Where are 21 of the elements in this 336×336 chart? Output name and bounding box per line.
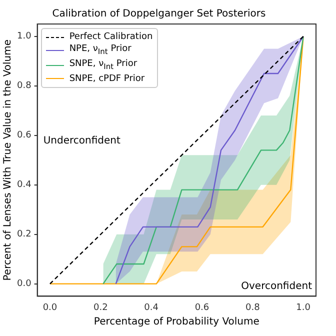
x-tick-label: 0.6 xyxy=(194,302,210,313)
annotation: Overconfident xyxy=(241,280,312,292)
chart-title: Calibration of Doppelganger Set Posteriors xyxy=(52,8,266,20)
x-axis-title: Percentage of Probability Volume xyxy=(94,316,260,328)
x-tick-label: 1.0 xyxy=(296,302,311,313)
legend-label: Perfect Calibration xyxy=(69,31,153,43)
x-tick-label: 0.4 xyxy=(144,302,159,313)
y-tick-label: 0.4 xyxy=(16,180,32,190)
y-axis-title: Percent of Lenses With True Value in the Volume xyxy=(2,39,14,281)
legend-label: SNPE, cPDF Prior xyxy=(69,72,145,85)
legend-label: NPE, ν$_{Int}$ Prior xyxy=(69,43,132,58)
legend-label: SNPE, ν$_{Int}$ Prior xyxy=(69,58,138,73)
x-tick-label: 0.2 xyxy=(93,302,108,313)
annotation: Underconfident xyxy=(43,136,120,147)
y-tick-label: 0.0 xyxy=(16,279,32,290)
y-tick-label: 0.6 xyxy=(16,130,32,141)
y-tick-label: 0.8 xyxy=(16,81,32,92)
y-tick-label: 1.0 xyxy=(16,32,32,42)
x-tick-label: 0.8 xyxy=(246,302,260,313)
x-tick-label: 0.0 xyxy=(42,302,58,313)
y-tick-label: 0.2 xyxy=(16,230,32,240)
